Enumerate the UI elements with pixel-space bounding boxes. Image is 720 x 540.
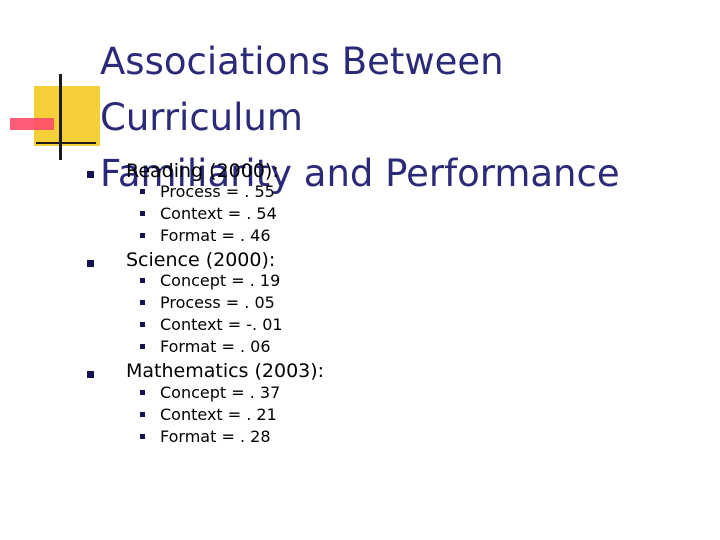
title-line-2: Familiarity and Performance [100,152,620,195]
decorative-red-bar [10,118,54,130]
list-item: Concept = . 37 [160,383,281,402]
bullet-square-icon [87,171,94,178]
title-line-1: Associations Between Curriculum [100,40,504,139]
list-item: Format = . 06 [160,337,271,356]
list-item: Process = . 05 [160,293,275,312]
list-item: Process = . 55 [160,182,275,201]
list-item: Format = . 28 [160,427,271,446]
sub-bullet-square-icon [140,390,145,395]
sub-bullet-square-icon [140,322,145,327]
bullet-square-icon [87,260,94,267]
sub-bullet-square-icon [140,233,145,238]
sub-bullet-square-icon [140,278,145,283]
section-heading-mathematics: Mathematics (2003): [126,360,325,382]
slide-title: Associations Between Curriculum Familiar… [100,34,700,202]
section-heading-science: Science (2000): [126,249,276,271]
list-item: Context = . 54 [160,204,277,223]
sub-bullet-square-icon [140,434,145,439]
sub-bullet-square-icon [140,300,145,305]
list-item: Format = . 46 [160,226,271,245]
list-item: Context = -. 01 [160,315,283,334]
section-heading-reading: Reading (2000): [126,160,279,182]
sub-bullet-square-icon [140,412,145,417]
sub-bullet-square-icon [140,344,145,349]
decorative-horizontal-line [36,142,96,144]
sub-bullet-square-icon [140,189,145,194]
list-item: Concept = . 19 [160,271,281,290]
list-item: Context = . 21 [160,405,277,424]
decorative-vertical-line [59,74,62,160]
sub-bullet-square-icon [140,211,145,216]
decorative-yellow-square [34,86,100,146]
bullet-square-icon [87,371,94,378]
